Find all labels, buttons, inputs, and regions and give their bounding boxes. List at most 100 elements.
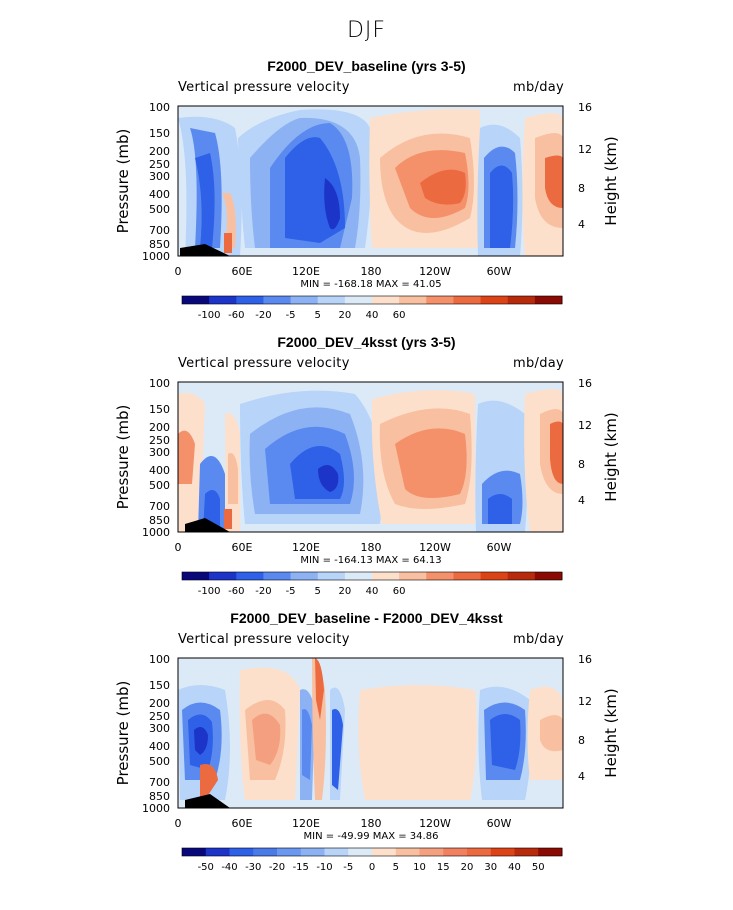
colorbar-label: 50 xyxy=(532,862,545,873)
colorbar-label: 15 xyxy=(437,862,450,873)
y-tick-label: 100 xyxy=(149,653,170,666)
colorbar-swatch xyxy=(372,296,400,304)
colorbar-swatch xyxy=(507,572,536,580)
colorbar-label: 30 xyxy=(484,862,497,873)
colorbar-label: 20 xyxy=(338,586,351,597)
colorbar-swatch xyxy=(426,296,454,304)
colorbar-label: 5 xyxy=(315,586,321,597)
units-label: mb/day xyxy=(513,80,565,95)
colorbar-swatch xyxy=(426,572,454,580)
colorbar-swatch xyxy=(538,848,563,856)
y-tick-label: 700 xyxy=(149,500,170,513)
y2-tick-label: 8 xyxy=(578,182,585,195)
colorbar-label: 60 xyxy=(393,586,406,597)
colorbar-label: 20 xyxy=(338,310,351,321)
y-axis-right: 16 12 8 4 xyxy=(578,101,592,231)
panel-difference: F2000_DEV_baseline - F2000_DEV_4ksst Ver… xyxy=(0,610,733,880)
x-tick-label: 60W xyxy=(487,817,512,830)
y-tick-label: 400 xyxy=(149,188,170,201)
colorbar-swatch xyxy=(344,572,373,580)
y-tick-label: 700 xyxy=(149,224,170,237)
colorbar-swatch xyxy=(419,848,444,856)
y2-tick-label: 16 xyxy=(578,377,592,390)
colorbar: -100 -60 -20 -5 5 20 40 60 xyxy=(181,571,563,597)
y-tick-label: 300 xyxy=(149,170,170,183)
y-axis-title: Pressure (mb) xyxy=(114,405,132,510)
panel-title: F2000_DEV_4ksst (yrs 3-5) xyxy=(277,334,456,350)
colorbar-swatch xyxy=(534,572,563,580)
y2-tick-label: 16 xyxy=(578,653,592,666)
colorbar-swatch xyxy=(182,848,207,856)
y-axis-right: 16 12 8 4 xyxy=(578,377,592,507)
colorbar-label: -100 xyxy=(198,310,221,321)
page-title: DJF xyxy=(346,18,387,43)
minmax-text: MIN = -164.13 MAX = 64.13 xyxy=(300,555,441,566)
colorbar-swatch xyxy=(372,572,400,580)
colorbar-swatch xyxy=(480,296,509,304)
panel-4ksst: F2000_DEV_4ksst (yrs 3-5) Vertical press… xyxy=(0,334,733,604)
colorbar-swatch xyxy=(182,296,210,304)
y2-tick-label: 8 xyxy=(578,458,585,471)
colorbar-swatch xyxy=(229,848,254,856)
colorbar-swatch xyxy=(399,296,427,304)
colorbar-label: -20 xyxy=(255,586,271,597)
y-tick-label: 700 xyxy=(149,776,170,789)
y2-tick-label: 8 xyxy=(578,734,585,747)
contour-field xyxy=(178,658,563,808)
x-tick-label: 120E xyxy=(292,541,320,554)
colorbar-swatch xyxy=(395,848,420,856)
colorbar-swatch xyxy=(453,296,482,304)
colorbar-swatch xyxy=(263,296,292,304)
units-label: mb/day xyxy=(513,356,565,371)
colorbar-swatch xyxy=(534,296,563,304)
colorbar-label: -15 xyxy=(293,862,309,873)
colorbar-swatch xyxy=(236,572,264,580)
colorbar-frame xyxy=(181,571,563,581)
x-tick-label: 120W xyxy=(419,817,451,830)
colorbar-label: -20 xyxy=(269,862,285,873)
x-axis: 0 60E 120E 180 120W 60W xyxy=(175,817,512,830)
colorbar-label: -30 xyxy=(245,862,261,873)
y-tick-label: 1000 xyxy=(142,802,170,815)
x-tick-label: 180 xyxy=(361,265,382,278)
x-axis: 0 60E 120E 180 120W 60W xyxy=(175,265,512,278)
y2-tick-label: 16 xyxy=(578,101,592,114)
x-tick-label: 0 xyxy=(175,541,182,554)
x-tick-label: 120W xyxy=(419,265,451,278)
colorbar-label: -5 xyxy=(343,862,353,873)
colorbar-swatch xyxy=(182,572,210,580)
colorbar-swatch xyxy=(209,572,237,580)
colorbar-label: 40 xyxy=(366,586,379,597)
x-tick-label: 120W xyxy=(419,541,451,554)
y-tick-label: 250 xyxy=(149,434,170,447)
colorbar-swatch xyxy=(236,296,264,304)
y2-tick-label: 4 xyxy=(578,494,585,507)
y-tick-label: 850 xyxy=(149,238,170,251)
panel-title: F2000_DEV_baseline - F2000_DEV_4ksst xyxy=(230,610,503,626)
x-axis: 0 60E 120E 180 120W 60W xyxy=(175,541,512,554)
panel-title: F2000_DEV_baseline (yrs 3-5) xyxy=(267,58,466,74)
y-axis-title: Pressure (mb) xyxy=(114,681,132,786)
colorbar-swatch xyxy=(253,848,278,856)
colorbar-label: 60 xyxy=(393,310,406,321)
contour-plot: 100 150 200 250 300 400 500 700 850 1000… xyxy=(114,101,620,321)
colorbar-label: 0 xyxy=(369,862,375,873)
colorbar: -50 -40 -30 -20 -15 -10 -5 0 5 10 15 20 30 40 50 xyxy=(181,847,563,873)
y-tick-label: 150 xyxy=(149,679,170,692)
y2-axis-title: Height (km) xyxy=(602,412,620,501)
colorbar-swatch xyxy=(514,848,539,856)
y-tick-label: 1000 xyxy=(142,250,170,263)
y2-tick-label: 4 xyxy=(578,770,585,783)
y2-tick-label: 4 xyxy=(578,218,585,231)
y-tick-label: 500 xyxy=(149,755,170,768)
colorbar-swatch xyxy=(263,572,292,580)
colorbar-frame xyxy=(181,295,563,305)
variable-label: Vertical pressure velocity xyxy=(178,356,350,371)
colorbar-swatch xyxy=(507,296,536,304)
y-tick-label: 500 xyxy=(149,479,170,492)
y-tick-label: 100 xyxy=(149,101,170,114)
colorbar-label: -100 xyxy=(198,586,221,597)
y2-axis-title: Height (km) xyxy=(602,688,620,777)
y2-axis-title: Height (km) xyxy=(602,136,620,225)
y-tick-label: 250 xyxy=(149,158,170,171)
